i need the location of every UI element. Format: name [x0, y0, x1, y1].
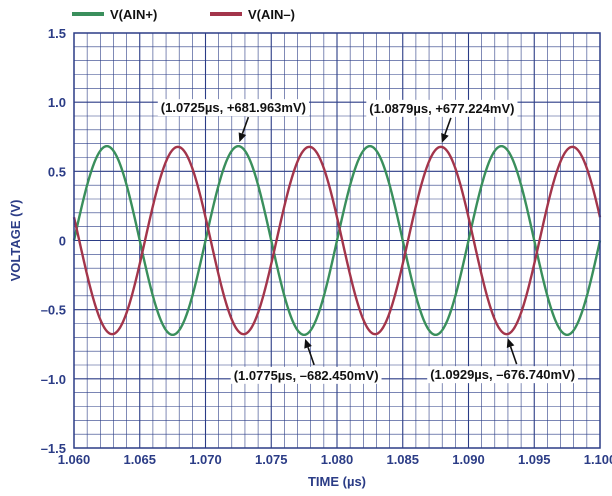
annotation-arrowhead	[238, 132, 247, 143]
x-tick-label: 1.065	[123, 452, 156, 467]
y-tick-label: 1.5	[48, 26, 66, 41]
annotation-label: (1.0725µs, +681.963mV)	[161, 100, 306, 115]
series-line-ain-plus	[72, 144, 602, 337]
y-tick-labels: 1.5 1.0 0.5 0 –0.5 –1.0 –1.5	[41, 26, 66, 456]
series-lines	[72, 144, 602, 337]
y-tick-label: –0.5	[41, 303, 66, 318]
annotation-arrowhead	[441, 133, 449, 143]
annotation-label: (1.0929µs, –676.740mV)	[430, 367, 575, 382]
x-tick-label: 1.070	[189, 452, 222, 467]
x-tick-label: 1.060	[58, 452, 91, 467]
y-tick-label: 0	[59, 234, 66, 249]
y-axis-title: VOLTAGE (V)	[8, 200, 23, 282]
annotation-background	[157, 99, 309, 117]
annotation-background	[230, 366, 382, 384]
annotation-arrow	[241, 116, 250, 134]
annotation-label: (1.0879µs, +677.224mV)	[369, 101, 514, 116]
x-tick-label: 1.080	[321, 452, 354, 467]
x-tick-label: 1.085	[386, 452, 419, 467]
annotation-arrow	[307, 347, 315, 366]
legend-label: V(AIN+)	[110, 7, 157, 22]
annotation-arrowhead	[304, 338, 312, 349]
y-tick-label: 1.0	[48, 95, 66, 110]
x-tick-label: 1.100	[584, 452, 612, 467]
annotation-background	[366, 99, 518, 117]
y-tick-label: –1.5	[41, 441, 66, 456]
x-tick-label: 1.090	[452, 452, 485, 467]
annotation: (1.0725µs, +681.963mV)	[157, 99, 309, 143]
annotation-arrowhead	[506, 338, 515, 348]
annotation-arrow	[444, 117, 452, 135]
x-tick-label: 1.075	[255, 452, 288, 467]
plot-frame	[73, 32, 601, 449]
annotation-arrow	[509, 346, 518, 365]
annotation: (1.0775µs, –682.450mV)	[230, 338, 382, 384]
annotation: (1.0929µs, –676.740mV)	[427, 338, 579, 384]
annotations: (1.0725µs, +681.963mV) (1.0879µs, +677.22…	[157, 99, 579, 384]
y-tick-label: –1.0	[41, 372, 66, 387]
annotation-background	[427, 366, 579, 384]
legend: V(AIN+) V(AIN–)	[72, 7, 295, 22]
annotation-label: (1.0775µs, –682.450mV)	[234, 368, 379, 383]
x-tick-label: 1.095	[518, 452, 551, 467]
x-axis-title: TIME (µs)	[308, 474, 366, 489]
legend-label: V(AIN–)	[248, 7, 295, 22]
y-tick-label: 0.5	[48, 164, 66, 179]
series-line-ain-minus	[72, 145, 602, 336]
x-tick-labels: 1.060 1.065 1.070 1.075 1.080 1.085 1.090 1.095…	[58, 452, 612, 467]
annotation: (1.0879µs, +677.224mV)	[366, 99, 518, 143]
